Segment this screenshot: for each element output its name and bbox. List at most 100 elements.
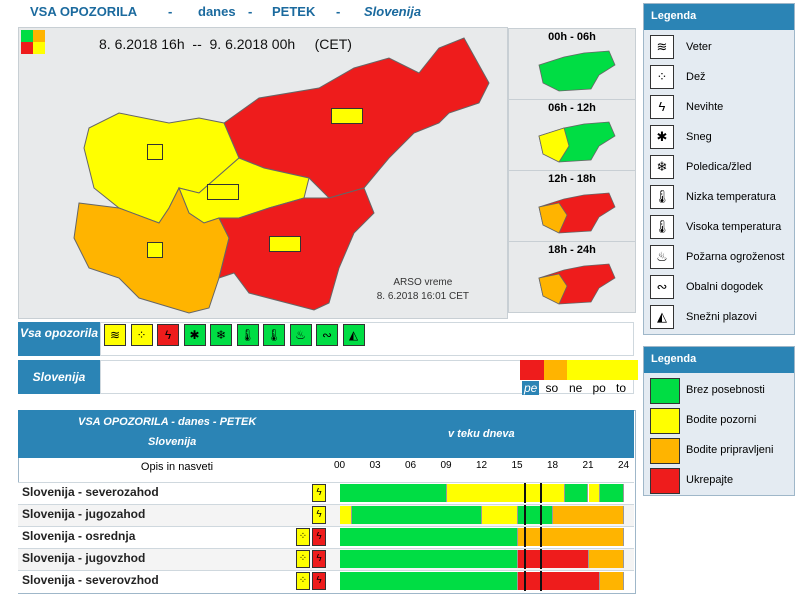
day-level-2[interactable] — [567, 360, 591, 380]
legend-item-label: Snežni plazovi — [686, 311, 757, 323]
strip-fire-icon[interactable]: ♨ — [289, 324, 312, 346]
legend-item-label: Veter — [686, 41, 712, 53]
legend-color-label: Bodite pozorni — [686, 414, 757, 426]
legend-item: ◭ Snežni plazovi — [644, 302, 794, 332]
day-label-4[interactable]: to — [616, 381, 627, 395]
mini-map-label: 00h - 06h — [548, 31, 596, 43]
mini-map-shape — [538, 192, 616, 234]
current-time-marker — [540, 549, 542, 569]
strip-high-temperature-icon[interactable]: 🌡 — [263, 324, 285, 346]
mini-map-label: 18h - 24h — [548, 244, 596, 256]
timeline-segment — [517, 550, 589, 568]
day-label-0[interactable]: pe — [522, 381, 540, 395]
current-time-marker — [540, 505, 542, 525]
timeline-segment — [564, 484, 589, 502]
hour-label: 18 — [547, 460, 559, 471]
opis-header: Opis in nasveti — [140, 461, 214, 473]
mini-map-label: 06h - 12h — [548, 102, 596, 114]
day-label-1[interactable]: so — [545, 381, 559, 395]
row-warning-icon[interactable]: ϟ — [312, 550, 326, 568]
strip-snow-icon[interactable]: ✱ — [183, 324, 206, 346]
thunderstorm-icon: ϟ — [650, 95, 674, 119]
strip-low-temperature-icon[interactable]: 🌡 — [236, 324, 259, 346]
legend-item: ✱ Sneg — [644, 122, 794, 152]
marker-severovzhod[interactable] — [331, 108, 363, 124]
color-swatch — [650, 378, 680, 404]
row-region-label[interactable]: Slovenija - severozahod — [22, 485, 159, 499]
legend-item: 🌡 Nizka temperatura — [644, 182, 794, 212]
marker-jugozahod[interactable] — [147, 242, 163, 258]
row-warning-icon[interactable]: ⁘ — [296, 528, 310, 546]
legend-color-item: Bodite pripravljeni — [644, 436, 794, 466]
timeline-segment — [517, 528, 624, 546]
timeline-segment — [600, 572, 624, 590]
hour-label: 09 — [440, 460, 452, 471]
map-date-range: 8. 6.2018 16h -- 9. 6.2018 00h (CET) — [99, 36, 352, 52]
day-label-3[interactable]: po — [592, 381, 606, 395]
hour-label: 06 — [405, 460, 417, 471]
row-region-label[interactable]: Slovenija - jugovzhod — [22, 551, 146, 565]
main-warning-map[interactable]: 8. 6.2018 16h -- 9. 6.2018 00h (CET) ARS… — [18, 27, 508, 319]
day-label-2[interactable]: ne — [569, 381, 583, 395]
day-level-3[interactable] — [590, 360, 615, 380]
row-warning-icon[interactable]: ϟ — [312, 506, 326, 524]
map-issued: 8. 6.2018 16:01 CET — [376, 291, 469, 302]
row-region-label[interactable]: Slovenija - osrednja — [22, 529, 136, 543]
legend-item: ⁘ Dež — [644, 62, 794, 92]
mini-map-12-18[interactable]: 12h - 18h — [508, 170, 636, 242]
mini-map-06-12[interactable]: 06h - 12h — [508, 99, 636, 171]
timeline-segment — [517, 572, 601, 590]
timeline-segment — [340, 484, 447, 502]
current-time-marker — [524, 505, 526, 525]
timeline-segment — [340, 528, 518, 546]
day-level-0[interactable] — [520, 360, 544, 380]
mini-map-18-24[interactable]: 18h - 24h — [508, 241, 636, 313]
legend-item: 🌡 Visoka temperatura — [644, 212, 794, 242]
marker-osrednja[interactable] — [207, 184, 239, 200]
legend-item: ϟ Nevihte — [644, 92, 794, 122]
high-temperature-icon: 🌡 — [650, 215, 674, 239]
title-sep-3: - — [336, 4, 341, 19]
current-time-marker — [540, 527, 542, 547]
legend-item: ♨ Požarna ogroženost — [644, 242, 794, 272]
title-sep-2: - — [248, 4, 253, 19]
timeline-segment — [482, 506, 518, 524]
strip-avalanche-icon[interactable]: ◭ — [342, 324, 365, 346]
timeline-segment — [351, 506, 482, 524]
color-swatch — [650, 438, 680, 464]
legend-item-label: Visoka temperatura — [686, 221, 782, 233]
current-time-marker — [524, 483, 526, 503]
timeline-segment — [517, 506, 553, 524]
row-warning-icon[interactable]: ⁘ — [296, 550, 310, 568]
color-swatch — [650, 468, 680, 494]
row-warning-icon[interactable]: ϟ — [312, 484, 326, 502]
legend-item: ≋ Veter — [644, 32, 794, 62]
row-region-label[interactable]: Slovenija - jugozahod — [22, 507, 146, 521]
current-time-marker — [524, 571, 526, 591]
strip-rain-icon[interactable]: ⁘ — [130, 324, 153, 346]
strip-coastal-icon[interactable]: ∾ — [316, 324, 338, 346]
strip-wind-icon[interactable]: ≋ — [104, 324, 126, 346]
ice-icon: ❄ — [650, 155, 674, 179]
strip-ice-icon[interactable]: ❄ — [210, 324, 232, 346]
row-warning-icon[interactable]: ϟ — [312, 572, 326, 590]
row-warning-icon[interactable]: ⁘ — [296, 572, 310, 590]
day-level-4[interactable] — [614, 360, 638, 380]
legend-item-label: Sneg — [686, 131, 712, 143]
timeline-segment — [340, 506, 352, 524]
marker-severozahod[interactable] — [147, 144, 163, 160]
legend-item: ∾ Obalni dogodek — [644, 272, 794, 302]
row-warning-icon[interactable]: ϟ — [312, 528, 326, 546]
strip-thunderstorm-icon[interactable]: ϟ — [157, 324, 179, 346]
color-swatch — [650, 408, 680, 434]
table-during: v teku dneva — [448, 428, 515, 440]
day-level-1[interactable] — [543, 360, 568, 380]
marker-jugovzhod[interactable] — [269, 236, 301, 252]
mini-map-00-06[interactable]: 00h - 06h — [508, 28, 636, 100]
timeline-segment — [588, 484, 601, 502]
legend-color-label: Brez posebnosti — [686, 384, 765, 396]
current-time-marker — [540, 483, 542, 503]
legend-item-label: Požarna ogroženost — [686, 251, 785, 263]
timeline-header: VSA OPOZORILA - danes - PETEK Slovenija … — [18, 410, 634, 458]
row-region-label[interactable]: Slovenija - severovzhod — [22, 573, 159, 587]
